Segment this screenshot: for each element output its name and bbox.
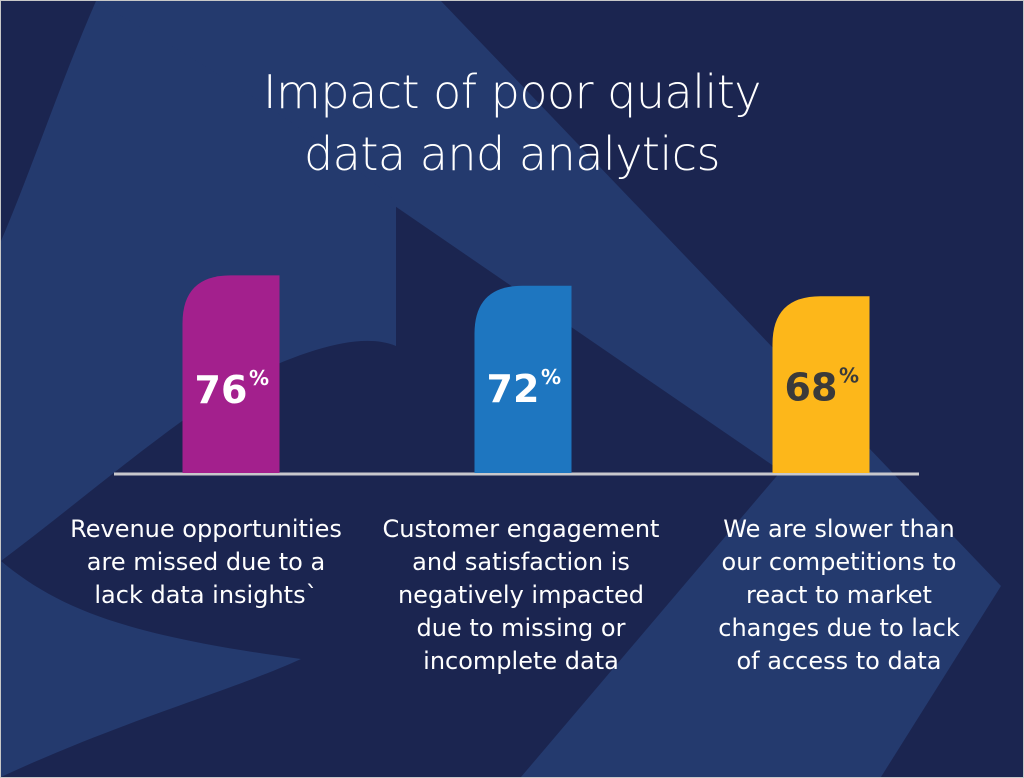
title-line-1: Impact of poor quality	[262, 65, 762, 119]
caption-3: We are slower than our competitions to r…	[718, 515, 960, 675]
bar-2	[474, 285, 572, 473]
sail-lower-shape	[1, 561, 301, 777]
sail-shape	[1, 1, 396, 561]
caption-1: Revenue opportunities are missed due to …	[70, 515, 342, 609]
caption-2: Customer engagement and satisfaction is …	[382, 515, 660, 675]
bar-1	[182, 275, 280, 473]
bar-unit-label-3: %	[839, 364, 859, 388]
bar-value-label-2: 72	[487, 367, 540, 411]
title-line-2: data and analytics	[303, 127, 721, 181]
bar-unit-label-2: %	[541, 365, 561, 389]
bar-value-label-3: 68	[785, 366, 838, 410]
bar-3	[772, 296, 870, 473]
chevron-band	[96, 1, 1001, 777]
bar-value-label-1: 76	[195, 368, 248, 412]
bar-unit-label-1: %	[249, 366, 269, 390]
page-title: Impact of poor quality data and analytic…	[1, 61, 1023, 185]
